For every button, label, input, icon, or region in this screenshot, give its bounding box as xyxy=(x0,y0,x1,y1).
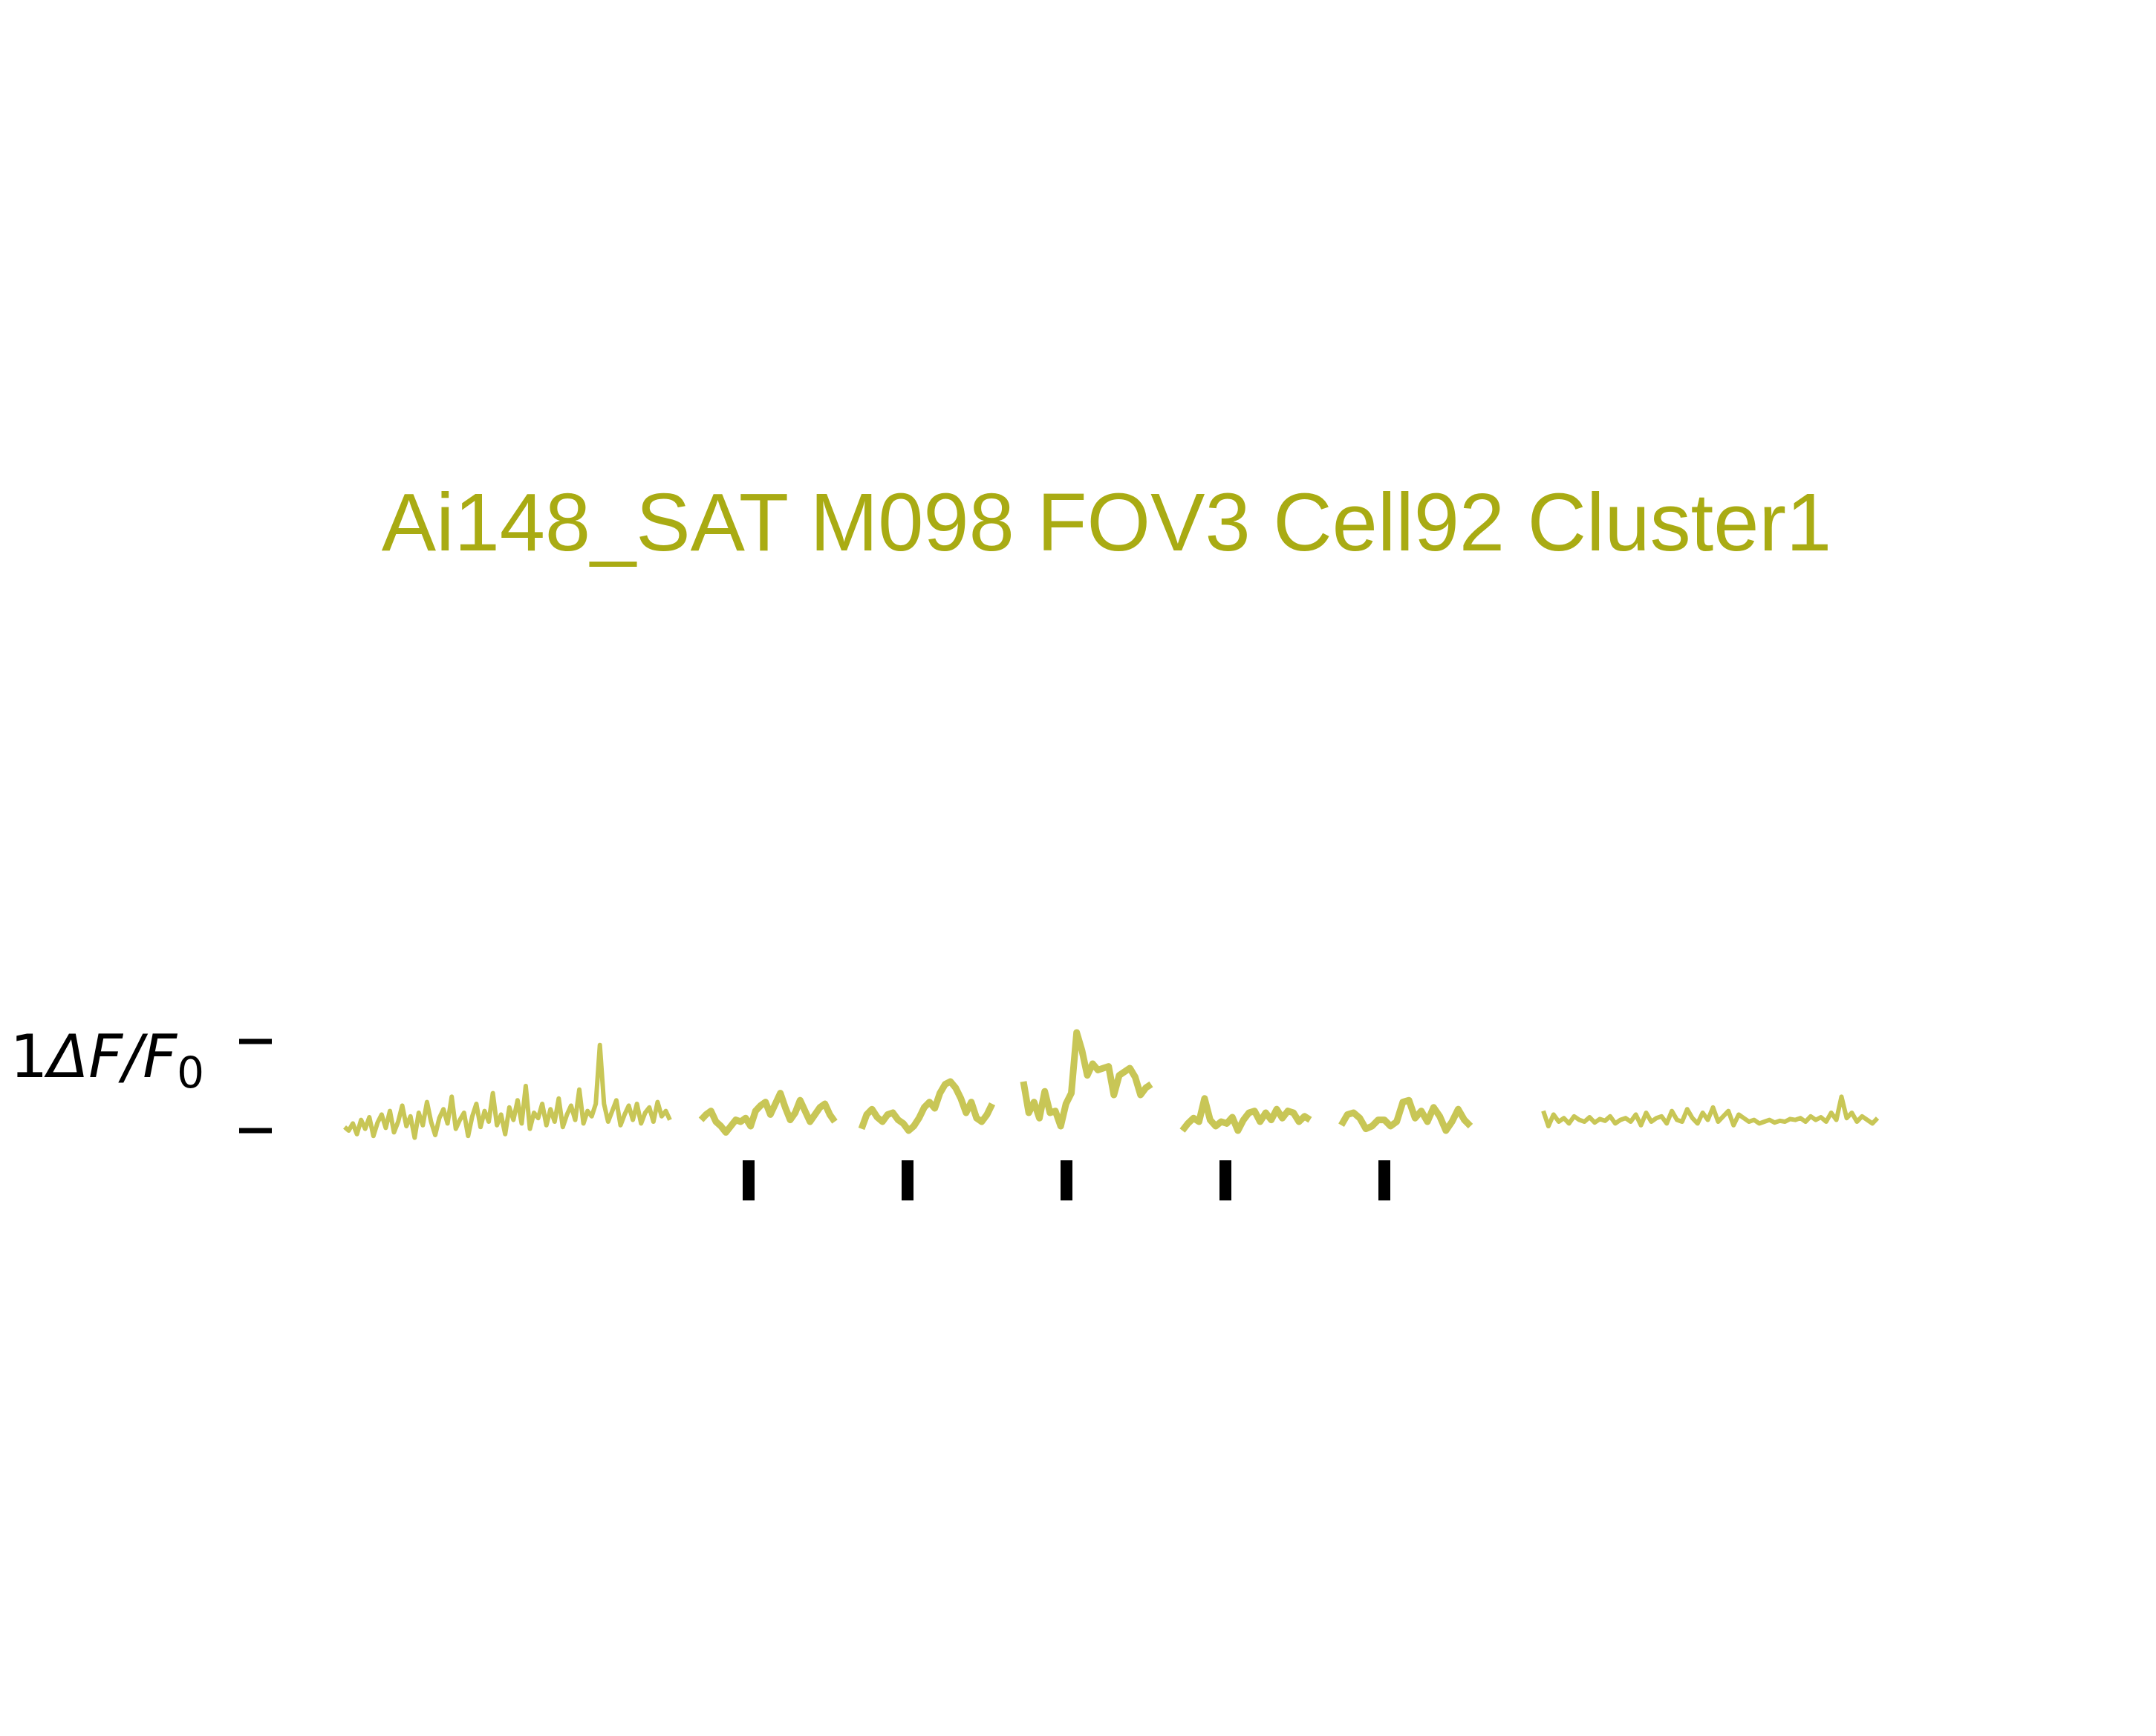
stimulus-marker-3 xyxy=(1061,1160,1072,1200)
trace-trial-1 xyxy=(701,1093,835,1133)
y-label-prefix: 1 xyxy=(10,1022,48,1091)
scale-bar xyxy=(239,1041,272,1131)
y-axis-label: 1ΔF/F0 xyxy=(10,1022,204,1098)
y-label-symbol: ΔF/F xyxy=(43,1022,178,1091)
trace-baseline-pre xyxy=(345,1045,670,1138)
traces xyxy=(345,1033,1877,1138)
stimulus-marker-2 xyxy=(902,1160,913,1200)
stimulus-marker-4 xyxy=(1219,1160,1231,1200)
trace-trial-4 xyxy=(1182,1099,1310,1131)
stimulus-marker-5 xyxy=(1378,1160,1390,1200)
trace-trial-3 xyxy=(1023,1033,1151,1126)
trace-trial-5 xyxy=(1341,1100,1471,1131)
stimulus-marker-1 xyxy=(743,1160,755,1200)
chart-title: Ai148_SAT M098 FOV3 Cell92 Cluster1 xyxy=(382,477,1831,568)
trace-baseline-post xyxy=(1543,1096,1877,1126)
stimulus-markers xyxy=(743,1160,1390,1200)
trace-trial-2 xyxy=(862,1082,992,1131)
y-label-subscript: 0 xyxy=(177,1047,204,1098)
